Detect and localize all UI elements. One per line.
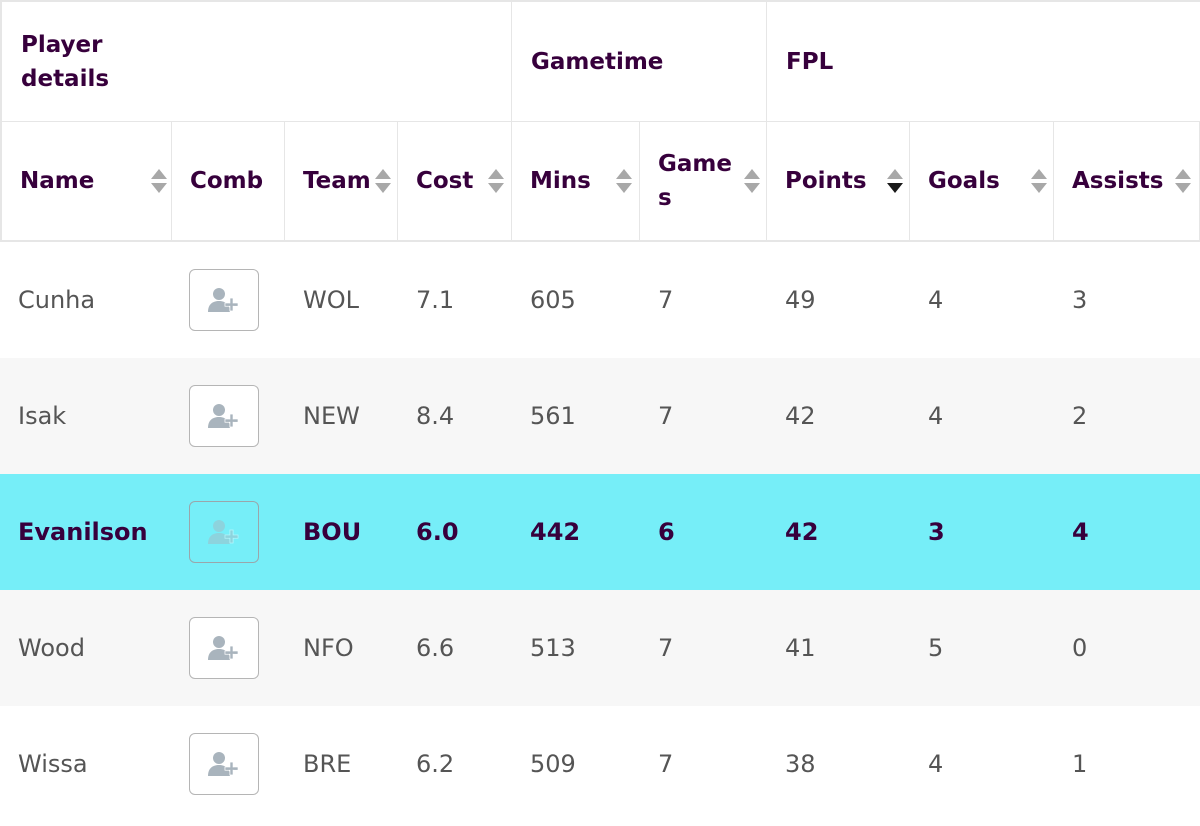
column-header-games[interactable]: Games [640,122,767,240]
points-cell: 41 [785,634,816,662]
column-header-comb-label: Comb [190,168,264,194]
column-header-goals-label: Goals [928,168,1000,194]
assists-cell: 2 [1072,402,1088,430]
group-fpl: FPL [767,2,1200,121]
table-row[interactable]: Isak NEW 8.4 561 7 42 4 2 [0,358,1200,474]
team-cell: NFO [303,634,354,662]
column-header-name[interactable]: Name [0,122,172,240]
group-fpl-label: FPL [786,48,834,75]
goals-cell: 5 [928,634,944,662]
column-header-name-label: Name [20,168,95,194]
column-header-cost[interactable]: Cost [398,122,512,240]
group-player-details-label: Player details [21,31,110,92]
column-header-team-label: Team [303,168,371,194]
mins-cell: 442 [530,518,581,546]
add-to-comb-button[interactable] [189,385,259,447]
mins-cell: 509 [530,750,576,778]
column-header-points-label: Points [785,168,867,194]
points-cell: 38 [785,750,816,778]
team-cell: BOU [303,518,362,546]
table-row[interactable]: Evanilson BOU 6.0 442 6 42 3 4 [0,474,1200,590]
table-row[interactable]: Wissa BRE 6.2 509 7 38 4 1 [0,706,1200,822]
assists-cell: 1 [1072,750,1088,778]
games-cell: 7 [658,402,674,430]
goals-cell: 4 [928,286,944,314]
comb-cell [172,474,285,590]
goals-cell: 3 [928,518,945,546]
table-row[interactable]: Cunha WOL 7.1 605 7 49 4 3 [0,242,1200,358]
points-cell: 42 [785,518,819,546]
goals-cell: 4 [928,402,944,430]
column-header-cost-label: Cost [416,168,474,194]
sort-arrows-icon[interactable] [743,167,761,195]
comb-cell [172,706,285,822]
add-to-comb-button[interactable] [189,501,259,563]
sort-descending-icon[interactable] [886,167,904,195]
group-player-details: Player details [0,2,512,121]
comb-cell [172,242,285,358]
player-name[interactable]: Isak [18,402,67,430]
column-header-comb: Comb [172,122,285,240]
sort-arrows-icon[interactable] [487,167,505,195]
assists-cell: 4 [1072,518,1089,546]
sort-arrows-icon[interactable] [150,167,168,195]
sort-arrows-icon[interactable] [374,167,392,195]
games-cell: 7 [658,286,674,314]
column-header-mins[interactable]: Mins [512,122,640,240]
column-header-goals[interactable]: Goals [910,122,1054,240]
column-header-row: Name Comb Team Cost Mins Gam [0,122,1200,242]
group-header-row: Player details Gametime FPL [0,0,1200,122]
table-row[interactable]: Wood NFO 6.6 513 7 41 5 0 [0,590,1200,706]
add-user-icon [208,752,239,776]
column-header-points[interactable]: Points [767,122,910,240]
add-user-icon [208,288,239,312]
cost-cell: 6.2 [416,750,455,778]
column-header-mins-label: Mins [530,168,591,194]
add-to-comb-button[interactable] [189,269,259,331]
player-name[interactable]: Cunha [18,286,96,314]
sort-arrows-icon[interactable] [1030,167,1048,195]
mins-cell: 605 [530,286,576,314]
sort-arrows-icon[interactable] [615,167,633,195]
add-to-comb-button[interactable] [189,617,259,679]
team-cell: WOL [303,286,359,314]
games-cell: 6 [658,518,675,546]
points-cell: 49 [785,286,816,314]
player-name[interactable]: Wissa [18,750,88,778]
cost-cell: 8.4 [416,402,455,430]
team-cell: BRE [303,750,352,778]
add-to-comb-button[interactable] [189,733,259,795]
cost-cell: 6.6 [416,634,455,662]
comb-cell [172,590,285,706]
add-user-icon [208,404,239,428]
assists-cell: 0 [1072,634,1088,662]
group-gametime: Gametime [512,2,767,121]
add-user-icon [208,636,239,660]
add-user-icon [208,520,239,544]
games-cell: 7 [658,634,674,662]
group-gametime-label: Gametime [531,48,664,75]
games-cell: 7 [658,750,674,778]
points-cell: 42 [785,402,816,430]
cost-cell: 7.1 [416,286,455,314]
cost-cell: 6.0 [416,518,459,546]
sort-arrows-icon[interactable] [1174,167,1192,195]
team-cell: NEW [303,402,360,430]
player-name[interactable]: Wood [18,634,85,662]
player-name[interactable]: Evanilson [18,518,148,546]
column-header-assists-label: Assists [1072,168,1164,194]
goals-cell: 4 [928,750,944,778]
column-header-team[interactable]: Team [285,122,398,240]
column-header-assists[interactable]: Assists [1054,122,1200,240]
mins-cell: 561 [530,402,576,430]
mins-cell: 513 [530,634,576,662]
table-body: Cunha WOL 7.1 605 7 49 4 3 Isak [0,242,1200,822]
column-header-games-label: Games [658,151,732,211]
comb-cell [172,358,285,474]
assists-cell: 3 [1072,286,1088,314]
